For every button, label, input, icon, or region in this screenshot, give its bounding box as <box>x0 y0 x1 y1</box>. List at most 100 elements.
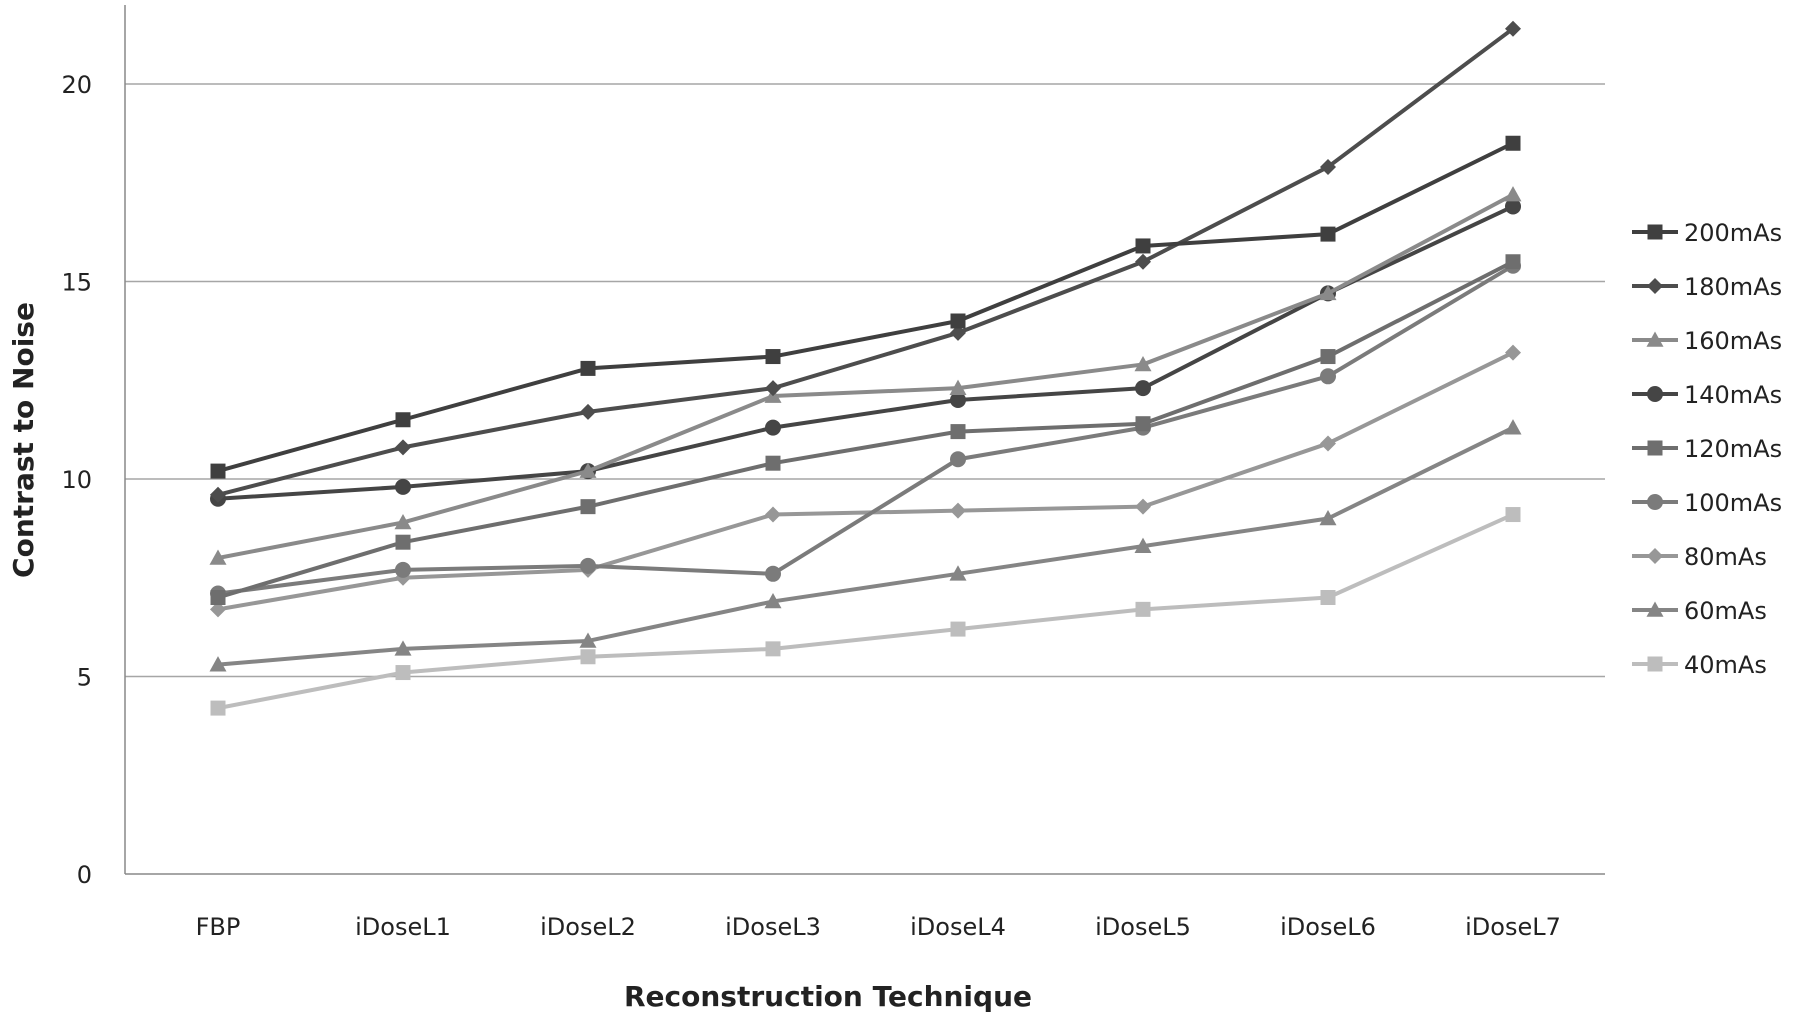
y-tick-label: 10 <box>61 466 92 494</box>
legend-label: 100mAs <box>1684 489 1782 517</box>
data-point <box>1320 368 1336 385</box>
data-point <box>1135 253 1151 270</box>
data-point <box>209 656 227 672</box>
series-line <box>217 512 1514 711</box>
data-point <box>950 324 966 341</box>
data-point <box>765 506 781 523</box>
legend-item: 140mAs <box>1632 381 1782 409</box>
y-tick-label: 5 <box>77 664 92 692</box>
data-point <box>579 632 597 648</box>
data-point <box>765 565 781 582</box>
data-point <box>1505 135 1521 151</box>
data-point <box>765 641 781 657</box>
data-point <box>765 380 781 397</box>
data-point <box>395 439 411 456</box>
data-point <box>1320 349 1336 365</box>
data-point <box>210 463 226 479</box>
data-point <box>1505 20 1521 37</box>
data-point <box>395 665 411 681</box>
legend-item: 40mAs <box>1632 651 1767 679</box>
x-tick-label: iDoseL6 <box>1280 913 1376 941</box>
data-point <box>950 502 966 519</box>
data-point <box>1135 238 1151 254</box>
data-point <box>1134 537 1152 553</box>
y-tick-label: 0 <box>77 861 92 889</box>
x-tick-label: iDoseL4 <box>910 913 1006 941</box>
data-point <box>580 499 596 515</box>
legend-marker <box>1647 494 1663 510</box>
data-point <box>950 424 966 440</box>
data-point <box>1320 435 1336 452</box>
legend-label: 80mAs <box>1684 543 1767 571</box>
series-line <box>217 425 1514 667</box>
data-point <box>1320 590 1336 605</box>
legend-item: 60mAs <box>1632 597 1767 625</box>
data-point <box>949 379 967 395</box>
data-point <box>950 313 966 329</box>
y-tick-label: 15 <box>61 269 92 297</box>
data-point <box>1505 198 1521 215</box>
legend: 200mAs 180mAs 160mAs 140mAs 120mAs 100mAs 80mA… <box>1632 219 1782 679</box>
legend-marker <box>1647 278 1663 294</box>
x-tick-labels: FBP iDoseL1 iDoseL2 iDoseL3 iDoseL4 iDoseL5 iD… <box>196 913 1561 941</box>
data-point <box>1320 158 1336 175</box>
data-point <box>210 700 226 716</box>
data-point <box>580 403 596 420</box>
y-tick-label: 20 <box>61 71 92 99</box>
y-axis-title: Contrast to Noise <box>7 302 40 578</box>
data-point <box>580 649 596 665</box>
legend-item: 100mAs <box>1632 489 1782 517</box>
series-100mAs <box>210 257 1521 602</box>
x-tick-label: iDoseL1 <box>355 913 451 941</box>
series-line <box>217 204 1514 501</box>
legend-item: 160mAs <box>1632 327 1782 355</box>
legend-marker <box>1646 331 1664 347</box>
data-point <box>395 534 411 550</box>
data-point <box>764 592 782 609</box>
data-point <box>1505 507 1521 523</box>
x-axis-title: Reconstruction Technique <box>624 980 1032 1013</box>
data-point <box>1135 601 1151 617</box>
legend-marker <box>1646 601 1664 617</box>
series-line <box>217 350 1514 612</box>
series-line <box>217 259 1514 600</box>
legend-label: 120mAs <box>1684 435 1782 463</box>
series-120mAs <box>210 254 1521 605</box>
series-line <box>217 27 1515 497</box>
data-point <box>1320 226 1336 242</box>
data-point <box>579 462 597 478</box>
data-point <box>949 565 967 581</box>
data-point <box>395 412 411 428</box>
y-tick-labels: 0 5 10 15 20 <box>61 71 92 889</box>
legend-label: 60mAs <box>1684 597 1767 625</box>
legend-item: 120mAs <box>1632 435 1782 463</box>
data-point <box>209 549 227 565</box>
x-tick-label: iDoseL3 <box>725 913 821 941</box>
data-point <box>765 349 781 365</box>
series-60mAs <box>209 419 1522 672</box>
legend-marker <box>1647 224 1663 240</box>
series-40mAs <box>210 507 1521 716</box>
series-line <box>217 263 1515 596</box>
data-point <box>1135 498 1151 515</box>
series-80mAs <box>210 344 1521 618</box>
data-point <box>1135 380 1151 397</box>
legend-marker <box>1647 656 1663 672</box>
x-tick-label: iDoseL2 <box>540 913 636 941</box>
legend-label: 160mAs <box>1684 327 1782 355</box>
data-point <box>210 590 226 605</box>
data-point <box>1319 284 1337 301</box>
data-point <box>1504 419 1522 435</box>
legend-label: 140mAs <box>1684 381 1782 409</box>
data-point <box>394 640 412 656</box>
series-200mAs <box>210 135 1521 479</box>
data-point <box>210 601 226 618</box>
data-point <box>950 392 966 408</box>
x-tick-label: iDoseL5 <box>1095 913 1191 941</box>
legend-label: 180mAs <box>1684 273 1782 301</box>
data-point <box>395 561 411 578</box>
data-point <box>394 513 412 530</box>
legend-label: 40mAs <box>1684 651 1767 679</box>
